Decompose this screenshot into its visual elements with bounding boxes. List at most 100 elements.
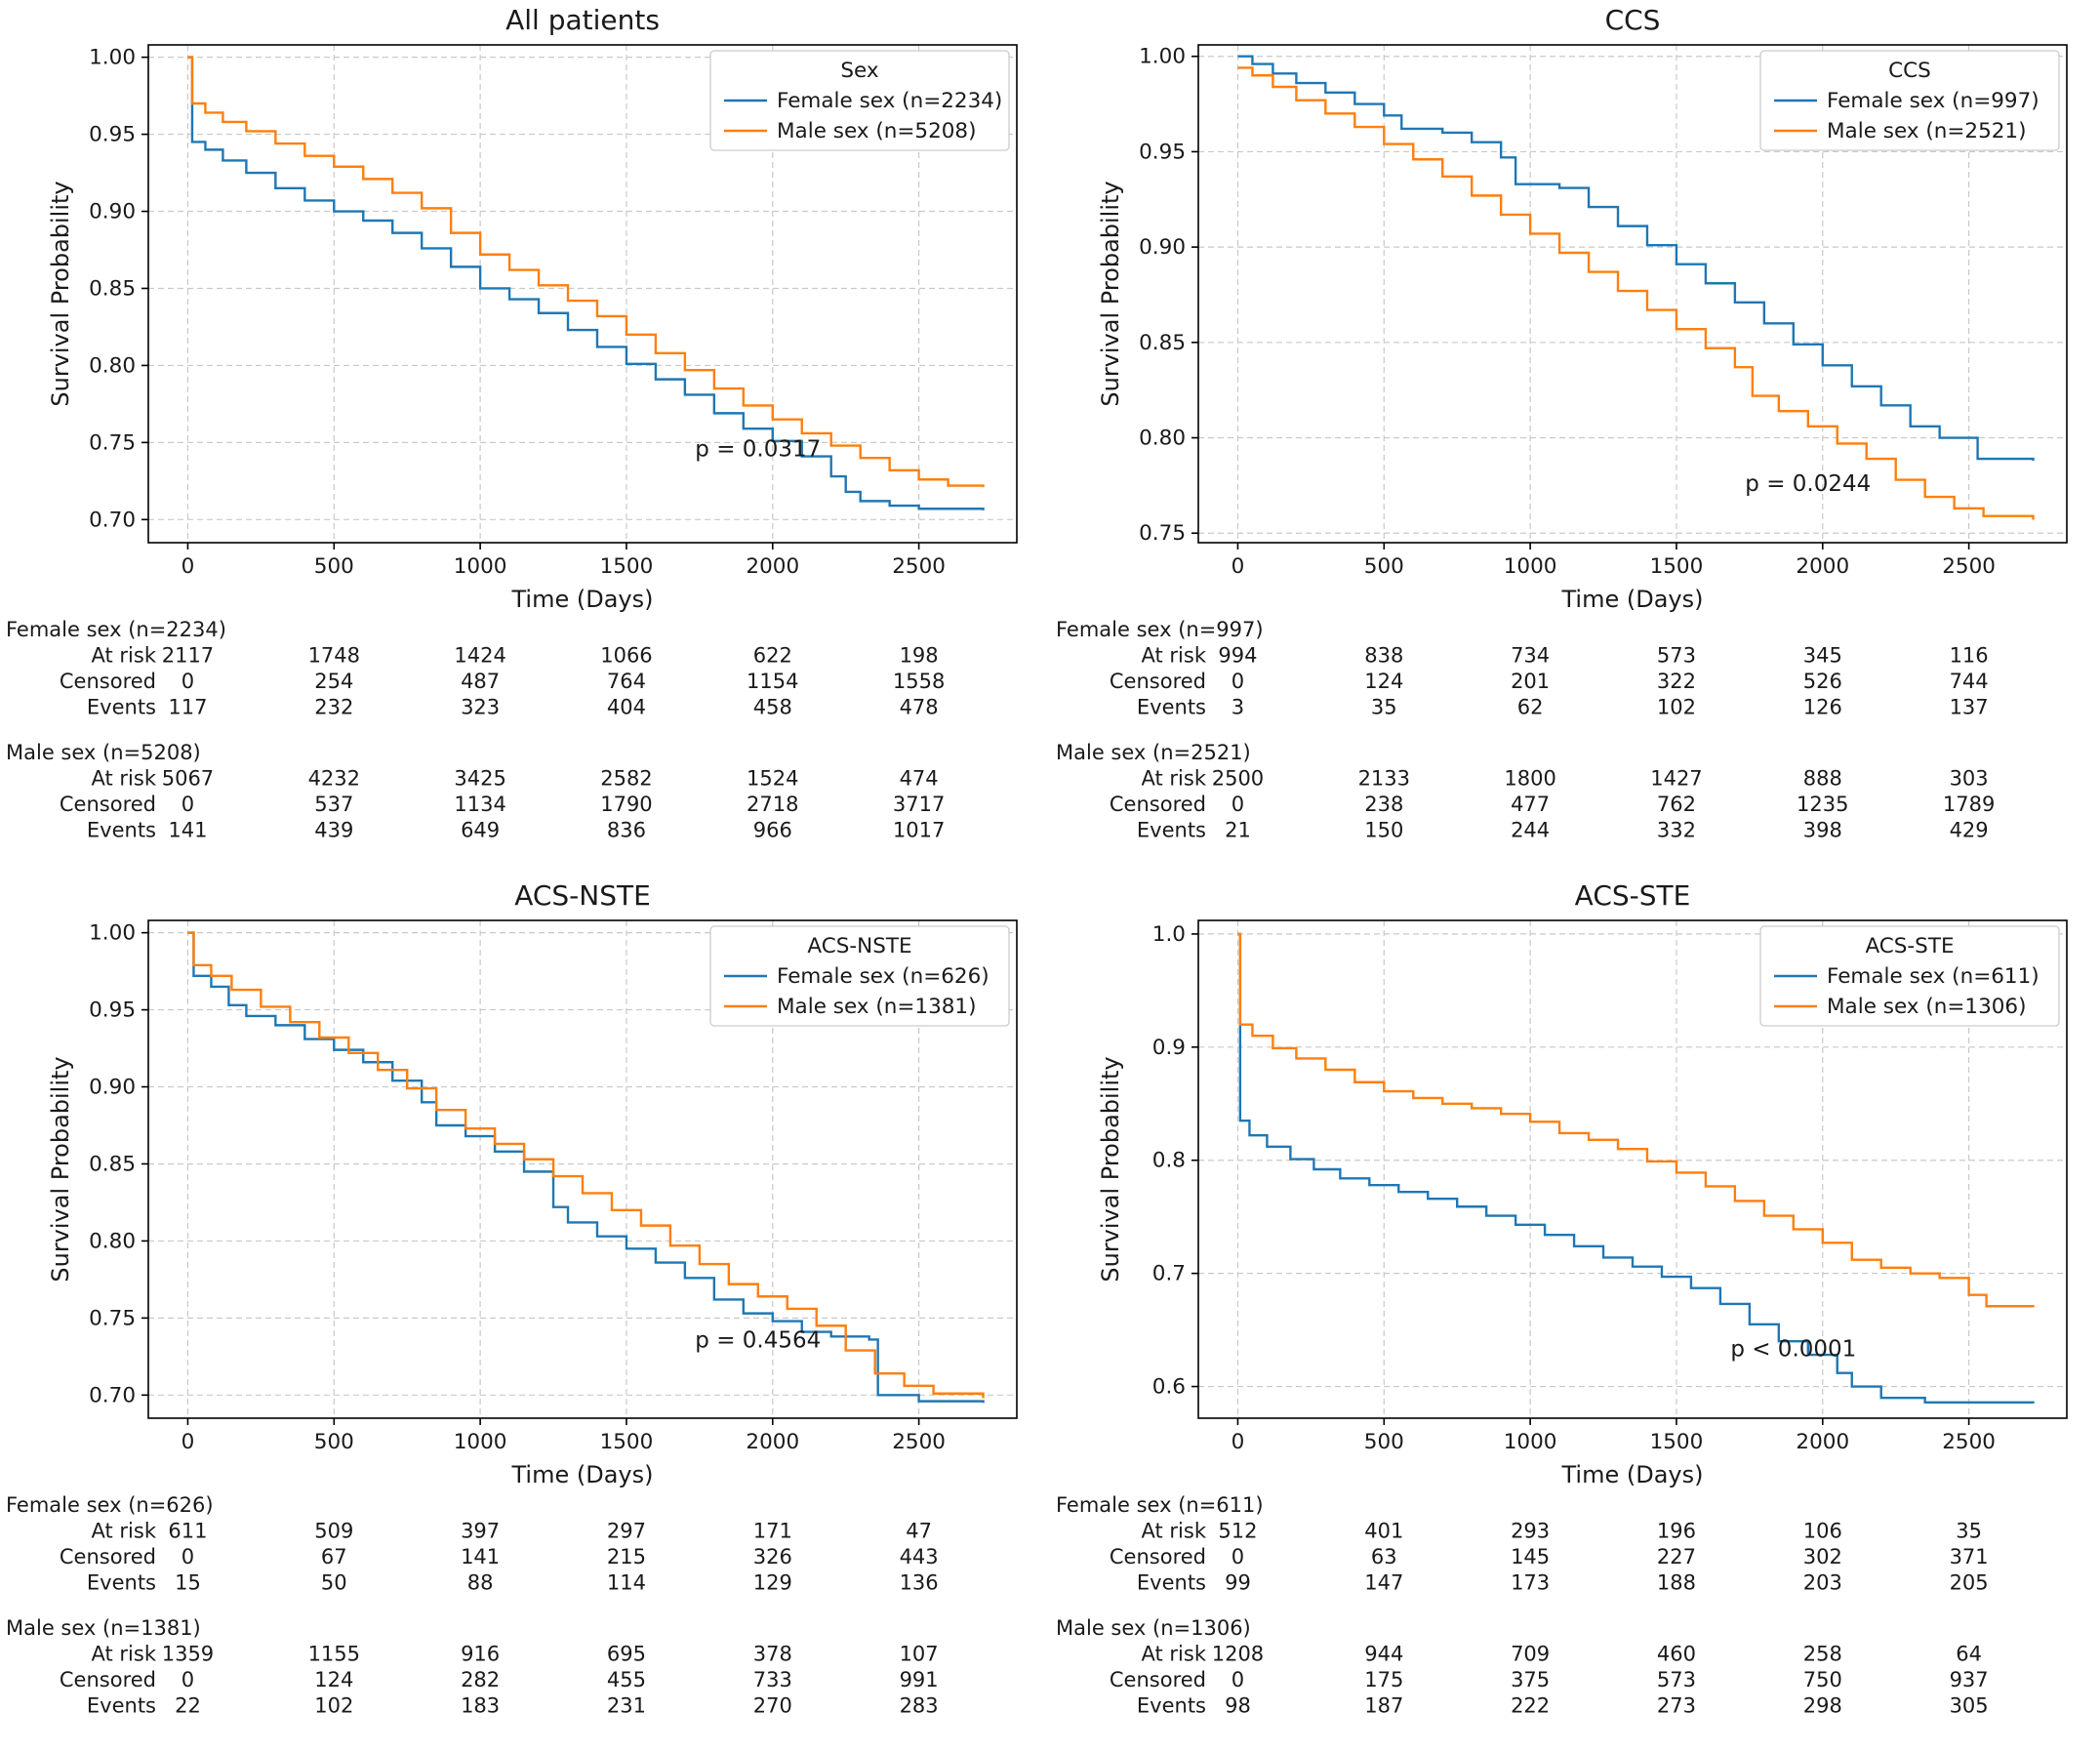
risk-value: 1208 <box>1212 1643 1264 1666</box>
risk-value: 371 <box>1950 1545 1989 1569</box>
survival-curve-female <box>1237 932 2035 1404</box>
legend: ACS-STE Female sex (n=611) Male sex (n=130… <box>1759 925 2060 1027</box>
risk-value: 1359 <box>162 1643 214 1666</box>
risk-value: 2500 <box>1212 767 1264 791</box>
risk-value: 1427 <box>1650 767 1702 791</box>
chart-title: CCS <box>1605 4 1661 36</box>
tick-labels: 0 500 1000 1500 2000 2500 0.75 0.80 0.85 0.90 0.95… <box>1139 45 1996 579</box>
risk-value: 537 <box>314 793 353 816</box>
risk-value: 398 <box>1803 819 1842 842</box>
risk-value: 107 <box>900 1643 939 1666</box>
y-tick-label: 1.00 <box>1139 45 1186 69</box>
risk-value: 175 <box>1364 1668 1403 1691</box>
risk-value: 1800 <box>1504 767 1555 791</box>
risk-value: 429 <box>1950 819 1989 842</box>
risk-value: 231 <box>607 1694 646 1718</box>
risk-value: 345 <box>1803 644 1842 668</box>
risk-value: 303 <box>1950 767 1989 791</box>
risk-value: 201 <box>1511 670 1550 693</box>
risk-value: 63 <box>1371 1545 1397 1569</box>
risk-row-label: Events <box>1137 1571 1206 1595</box>
risk-row-label: Events <box>87 1694 156 1718</box>
legend-entry-label: Male sex (n=1381) <box>777 995 977 1019</box>
risk-value: 573 <box>1657 644 1696 668</box>
risk-row-label: Censored <box>1110 1545 1206 1569</box>
y-tick-label: 0.70 <box>89 508 136 532</box>
chart-title: ACS-NSTE <box>514 879 651 912</box>
risk-value: 141 <box>461 1545 500 1569</box>
risk-value: 21 <box>1225 819 1251 842</box>
x-tick-label: 2500 <box>1942 1430 1996 1454</box>
legend-box <box>1759 925 2060 1027</box>
x-tick-label: 500 <box>1364 554 1404 579</box>
risk-value: 0 <box>1232 1668 1244 1691</box>
risk-table: Female sex (n=611) At risk 512 401 293 196 106… <box>1056 1493 1989 1718</box>
axis-ticks <box>1191 55 1970 550</box>
risk-value: 649 <box>461 819 500 842</box>
y-tick-label: 0.95 <box>89 123 136 147</box>
risk-value: 302 <box>1803 1545 1842 1569</box>
risk-value: 99 <box>1225 1571 1251 1595</box>
x-tick-label: 1000 <box>1504 1430 1557 1454</box>
risk-value: 0 <box>182 1545 194 1569</box>
gridlines <box>1198 45 2067 543</box>
risk-value: 258 <box>1803 1643 1842 1666</box>
risk-row-label: Censored <box>1110 1668 1206 1691</box>
survival-curve-male <box>1237 66 2035 520</box>
risk-value: 222 <box>1511 1694 1550 1718</box>
risk-value: 129 <box>753 1571 792 1595</box>
legend-entry-label: Female sex (n=611) <box>1827 964 2039 989</box>
legend-entry-label: Female sex (n=626) <box>777 964 989 989</box>
x-tick-label: 2500 <box>892 554 946 579</box>
risk-value: 238 <box>1364 793 1403 816</box>
risk-value: 487 <box>461 670 500 693</box>
risk-value: 136 <box>900 1571 939 1595</box>
legend-title: Sex <box>840 59 878 83</box>
risk-value: 0 <box>1232 1545 1244 1569</box>
legend-title: ACS-STE <box>1865 934 1954 958</box>
risk-value: 150 <box>1364 819 1403 842</box>
p-value-annotation: p = 0.0317 <box>695 437 821 463</box>
risk-value: 1235 <box>1797 793 1848 816</box>
legend-entry-label: Male sex (n=5208) <box>777 119 977 143</box>
y-tick-label: 0.9 <box>1152 1036 1186 1060</box>
risk-value: 764 <box>607 670 646 693</box>
survival-curve-female <box>1237 55 2035 461</box>
risk-value: 477 <box>1511 793 1550 816</box>
y-tick-label: 0.80 <box>1139 427 1186 451</box>
y-tick-label: 1.0 <box>1152 922 1186 947</box>
x-tick-label: 2000 <box>1796 554 1849 579</box>
y-tick-label: 0.95 <box>1139 140 1186 164</box>
risk-value: 282 <box>461 1668 500 1691</box>
risk-row-label: At risk <box>1142 1643 1207 1666</box>
risk-value: 332 <box>1657 819 1696 842</box>
risk-table: Female sex (n=626) At risk 611 509 397 297 171… <box>6 1493 939 1718</box>
y-axis-label: Survival Probability <box>1097 1056 1124 1282</box>
legend-title: ACS-NSTE <box>807 934 911 958</box>
x-tick-label: 2000 <box>1796 1430 1849 1454</box>
risk-value: 205 <box>1950 1571 1989 1595</box>
legend-entry-label: Male sex (n=2521) <box>1827 119 2027 143</box>
risk-value: 709 <box>1511 1643 1550 1666</box>
risk-value: 4232 <box>308 767 360 791</box>
risk-value: 297 <box>607 1520 646 1543</box>
risk-value: 3 <box>1232 696 1244 719</box>
risk-value: 244 <box>1511 819 1550 842</box>
risk-row-label: Events <box>87 1571 156 1595</box>
x-tick-label: 2500 <box>1942 554 1996 579</box>
panel-acs-nste: 0 500 1000 1500 2000 2500 0.70 0.75 0.80 0.85 0.90… <box>0 876 1050 1752</box>
y-tick-label: 0.75 <box>89 430 136 455</box>
y-tick-label: 0.85 <box>1139 331 1186 355</box>
risk-value: 509 <box>314 1520 353 1543</box>
risk-value: 270 <box>753 1694 792 1718</box>
risk-value: 145 <box>1511 1545 1550 1569</box>
risk-row-label: At risk <box>92 1520 157 1543</box>
risk-value: 2718 <box>747 793 798 816</box>
risk-value: 0 <box>182 1668 194 1691</box>
risk-value: 0 <box>182 670 194 693</box>
x-tick-label: 1000 <box>454 1430 507 1454</box>
legend-title: CCS <box>1888 59 1931 83</box>
risk-row-label: Events <box>1137 1694 1206 1718</box>
survival-curve-female <box>187 56 985 510</box>
y-tick-label: 0.8 <box>1152 1149 1186 1173</box>
